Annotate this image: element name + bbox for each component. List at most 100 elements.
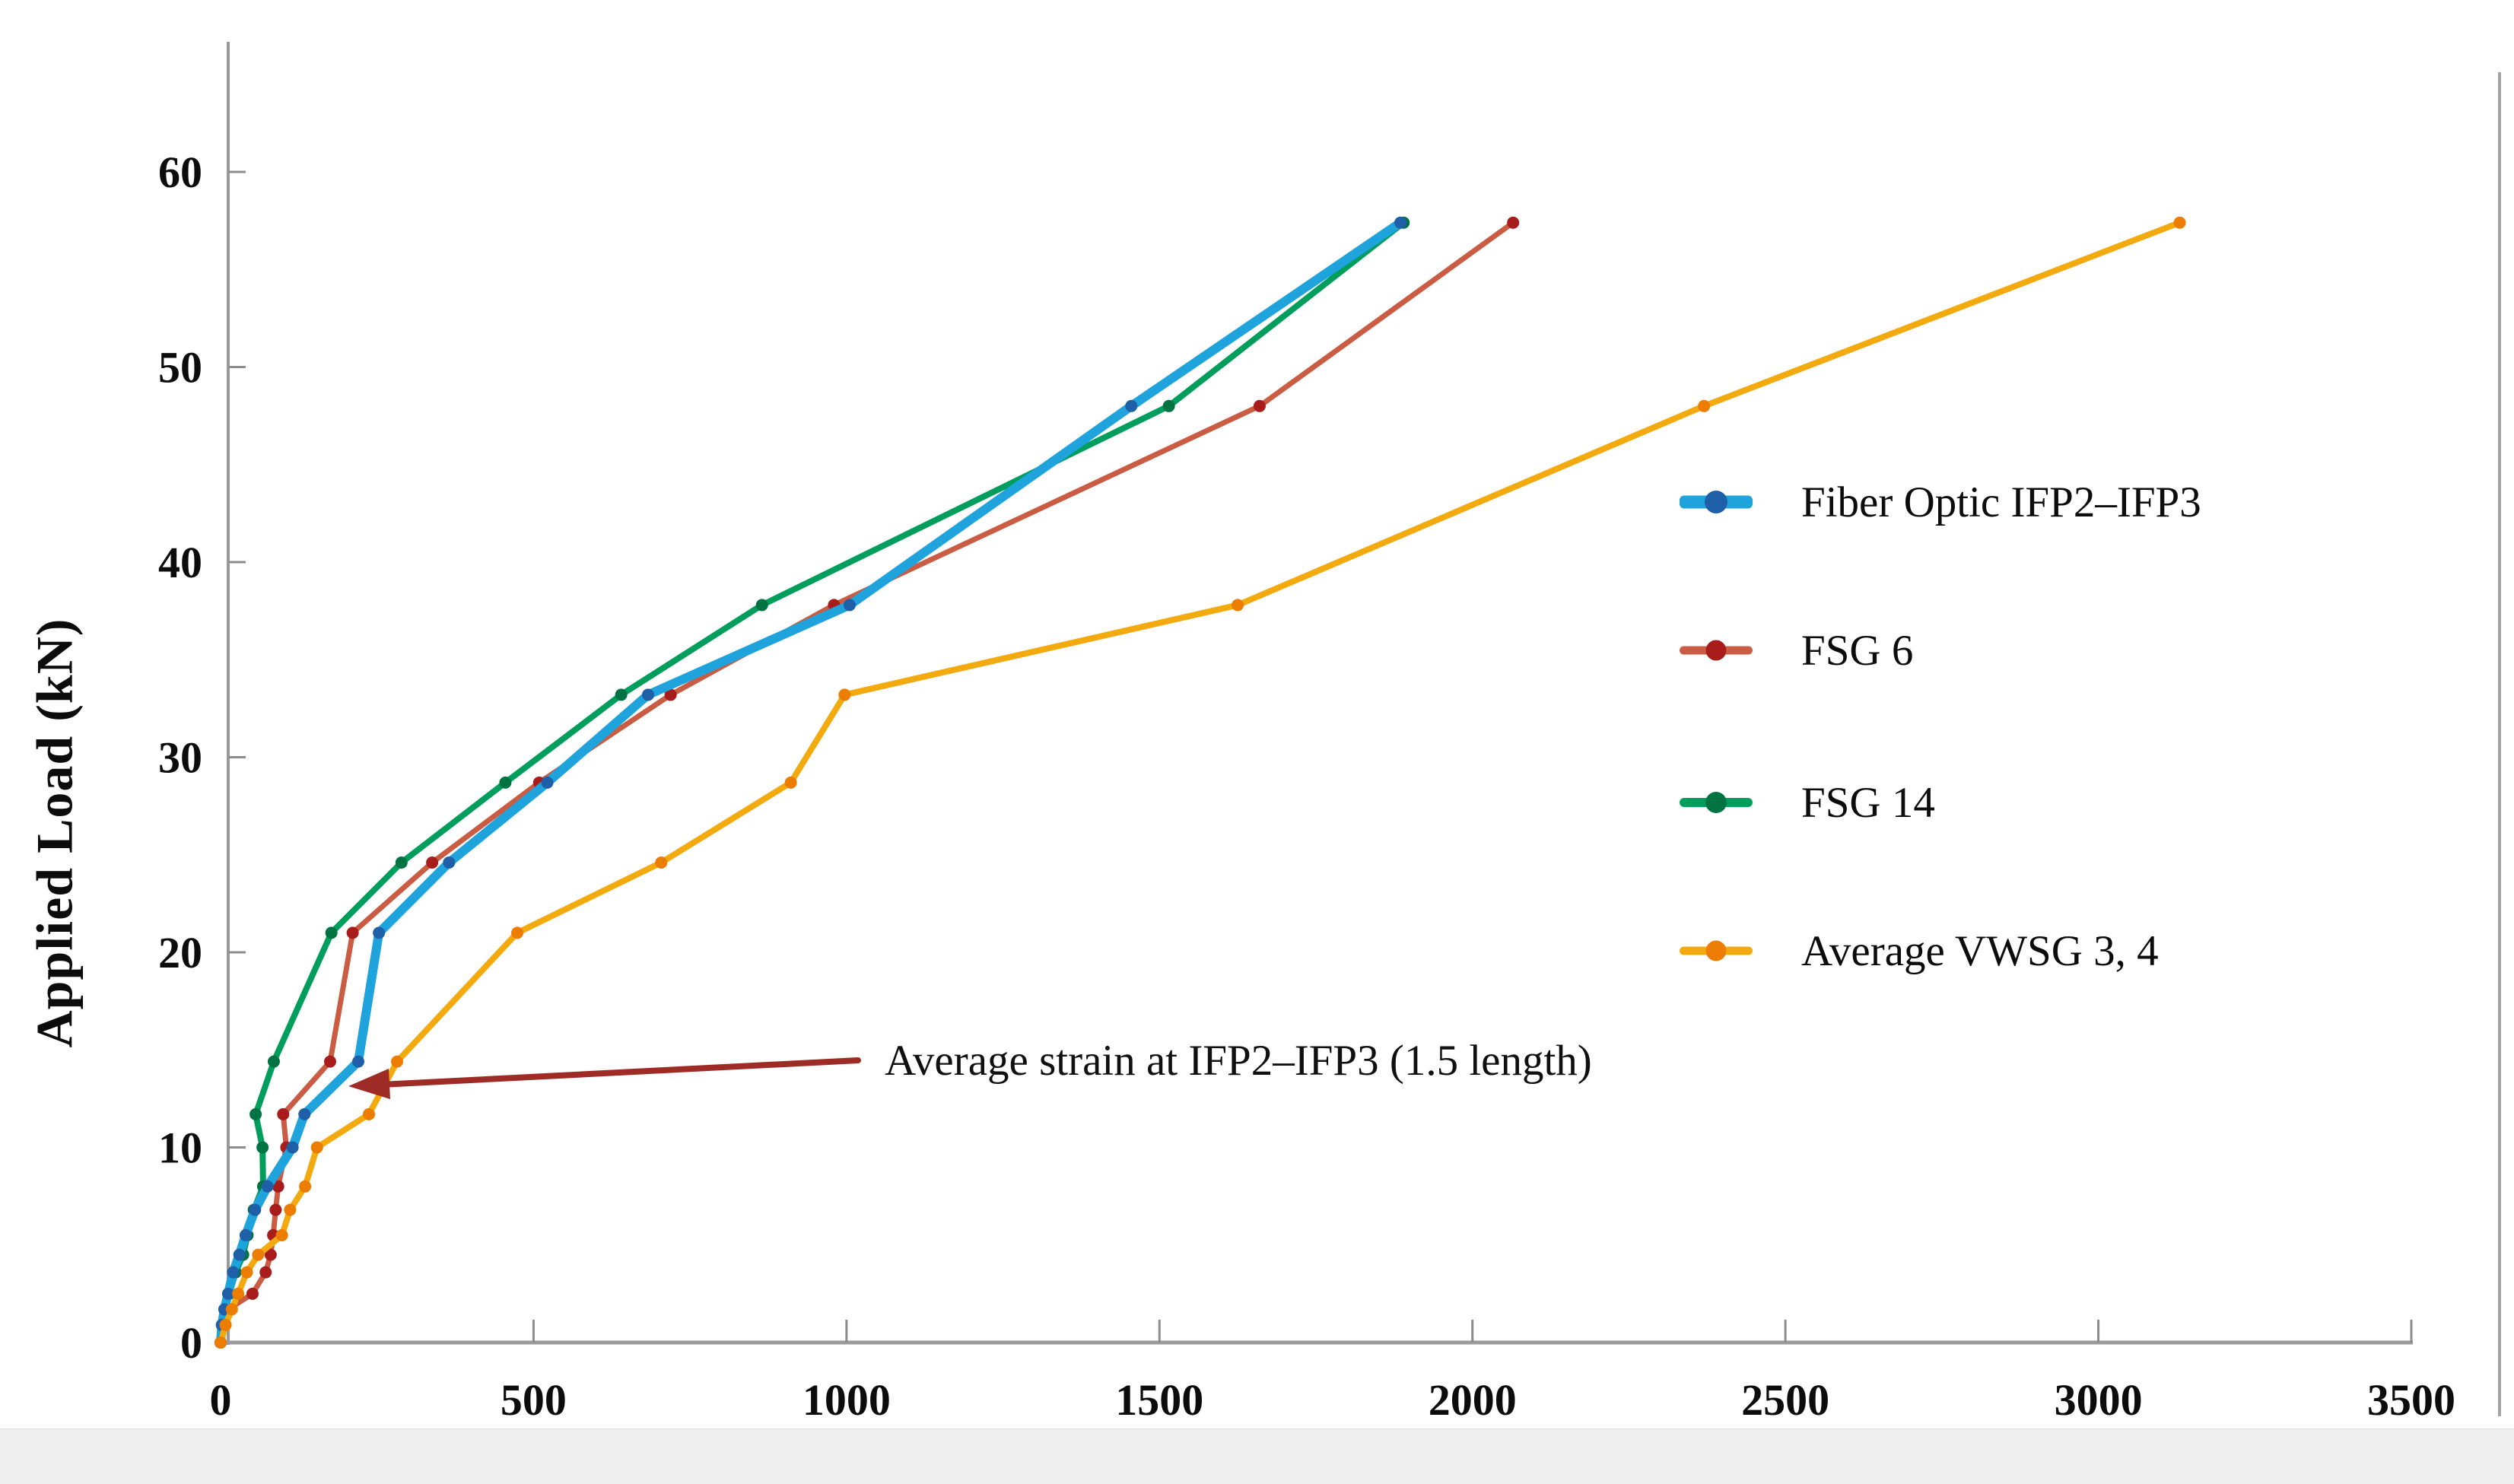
series-average-vwsg-3-4 (215, 216, 2186, 1349)
x-tick-label: 500 (501, 1375, 567, 1425)
data-point-marker (1394, 216, 1407, 229)
annotation-arrow-shaft (377, 1057, 861, 1088)
data-point-marker (664, 688, 677, 701)
legend-marker-dot (1705, 940, 1727, 961)
data-point-marker (755, 599, 768, 612)
legend-item-fsg-6: FSG 6 (1680, 620, 1913, 681)
y-tick-label: 60 (158, 148, 202, 197)
data-point-marker (272, 1180, 284, 1193)
data-point-marker (233, 1248, 246, 1261)
data-point-marker (286, 1141, 299, 1154)
series-line (218, 220, 1516, 1346)
data-point-marker (284, 1203, 297, 1216)
legend-label: FSG 6 (1801, 626, 1914, 675)
data-point-marker (325, 926, 338, 939)
data-point-marker (615, 688, 628, 701)
x-tick-label: 2500 (1741, 1375, 1829, 1425)
data-point-marker (298, 1107, 311, 1120)
data-point-marker (259, 1266, 272, 1279)
y-tick-label: 10 (158, 1123, 202, 1173)
data-point-marker (1125, 399, 1138, 412)
data-point-marker (252, 1248, 265, 1261)
data-point-marker (299, 1180, 312, 1193)
data-point-marker (232, 1287, 245, 1300)
legend-marker-dot (1705, 640, 1727, 661)
data-point-marker (324, 1055, 336, 1068)
legend-label: Fiber Optic IFP2–IFP3 (1801, 478, 2201, 526)
data-point-marker (346, 926, 359, 939)
x-tick-label: 3000 (2055, 1375, 2143, 1425)
x-tick-label: 2000 (1429, 1375, 1517, 1425)
data-point-marker (352, 1055, 365, 1068)
y-tick-label: 20 (158, 928, 202, 977)
data-point-marker (642, 688, 655, 701)
data-point-marker (511, 926, 524, 939)
legend-item-fsg-14: FSG 14 (1680, 772, 1935, 833)
legend-marker-dot (1705, 792, 1727, 813)
series-line (216, 218, 1406, 1347)
data-point-marker (275, 1228, 288, 1241)
data-point-marker (426, 856, 439, 869)
data-point-marker (310, 1141, 323, 1154)
data-point-marker (221, 1287, 234, 1300)
data-point-marker (1698, 399, 1711, 412)
y-tick-label: 0 (180, 1318, 202, 1368)
legend-label: Average VWSG 3, 4 (1801, 926, 2159, 975)
legend-label: FSG 14 (1801, 778, 1935, 827)
data-point-marker (395, 856, 408, 869)
data-point-marker (843, 599, 856, 612)
x-tick-label: 1000 (803, 1375, 891, 1425)
annotation-arrowhead-icon (348, 1069, 390, 1099)
series-fsg-14 (215, 216, 1410, 1349)
data-point-marker (227, 1266, 240, 1279)
data-point-marker (2173, 216, 2186, 229)
data-point-marker (267, 1055, 280, 1068)
data-point-marker (443, 856, 456, 869)
data-point-marker (1232, 599, 1244, 612)
series-fiber-optic-ifp2-ifp3 (215, 216, 1407, 1349)
data-point-marker (264, 1248, 277, 1261)
page-edge-line (2498, 72, 2501, 1416)
data-point-marker (363, 1107, 376, 1120)
series-line (218, 219, 2183, 1346)
data-point-marker (225, 1303, 238, 1316)
data-point-marker (256, 1141, 269, 1154)
data-point-marker (784, 776, 797, 789)
data-point-marker (215, 1336, 227, 1349)
annotation-arrow (348, 1057, 861, 1099)
data-point-marker (1253, 399, 1266, 412)
data-point-marker (1507, 216, 1520, 229)
series-fsg-6 (215, 216, 1520, 1349)
annotation-text: Average strain at IFP2–IFP3 (1.5 length) (885, 1037, 1592, 1085)
data-point-marker (277, 1107, 290, 1120)
data-point-marker (219, 1318, 232, 1331)
series-line (218, 219, 1407, 1346)
data-point-marker (239, 1228, 252, 1241)
data-point-marker (249, 1203, 262, 1216)
data-point-marker (391, 1055, 404, 1068)
data-point-marker (261, 1180, 274, 1193)
page-bottom-strip (0, 1428, 2514, 1484)
data-point-marker (249, 1107, 262, 1120)
data-point-marker (1162, 399, 1175, 412)
y-tick-label: 30 (158, 733, 202, 783)
legend-marker-dot (1705, 491, 1727, 513)
data-point-marker (499, 776, 512, 789)
y-axis-title: Applied Load (kN) (25, 618, 84, 1048)
legend-item-average-vwsg-3-4: Average VWSG 3, 4 (1680, 920, 2159, 981)
data-point-marker (373, 926, 386, 939)
data-point-marker (838, 688, 851, 701)
data-point-marker (269, 1203, 282, 1216)
data-point-marker (240, 1266, 253, 1279)
data-point-marker (541, 776, 554, 789)
data-point-marker (246, 1287, 259, 1300)
x-tick-label: 1500 (1115, 1375, 1203, 1425)
y-tick-label: 50 (158, 343, 202, 392)
y-tick-label: 40 (158, 538, 202, 587)
data-point-marker (655, 856, 668, 869)
x-tick-label: 0 (210, 1375, 232, 1425)
x-tick-label: 3500 (2367, 1375, 2455, 1425)
legend-item-fiber-optic-ifp2-ifp3: Fiber Optic IFP2–IFP3 (1680, 472, 2201, 532)
